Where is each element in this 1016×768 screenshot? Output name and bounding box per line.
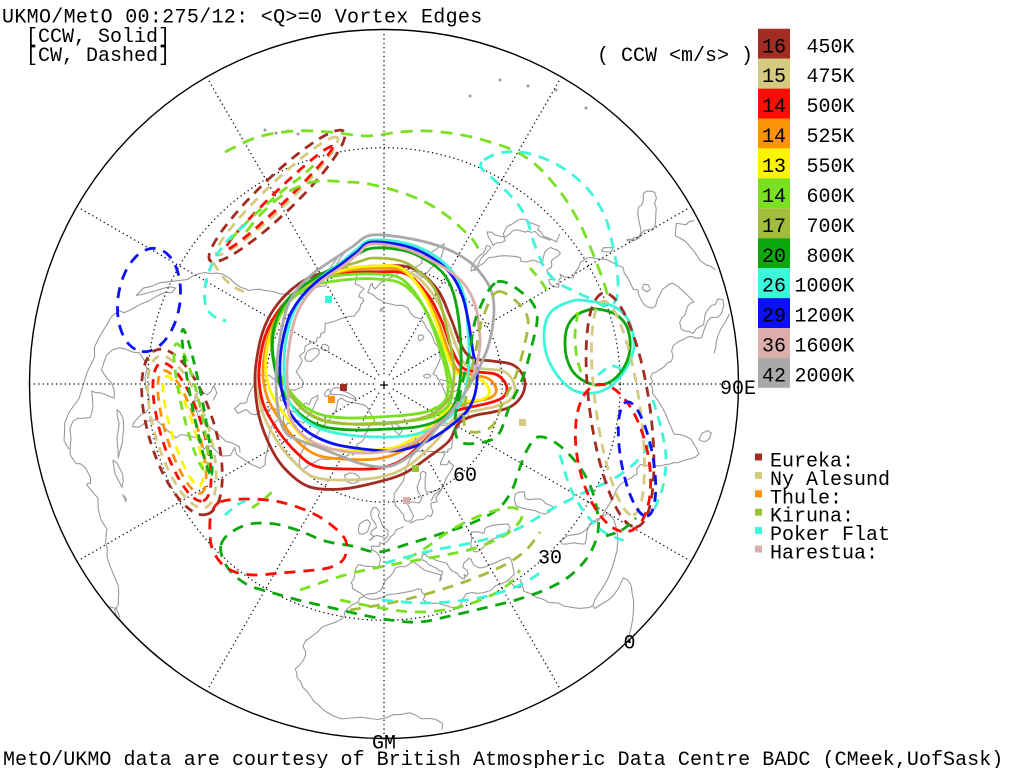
svg-text:800K: 800K: [806, 246, 854, 269]
svg-text:14: 14: [762, 96, 786, 119]
svg-text:450K: 450K: [806, 36, 854, 59]
svg-text:20: 20: [762, 246, 786, 269]
svg-text:60: 60: [453, 465, 477, 488]
svg-text:29: 29: [762, 306, 786, 329]
svg-text:[CW, Dashed]: [CW, Dashed]: [26, 45, 170, 68]
svg-text:Thule:: Thule:: [770, 487, 842, 510]
svg-text:UKMO/MetO 00:275/12: <Q>=0 Vor: UKMO/MetO 00:275/12: <Q>=0 Vortex Edges: [2, 7, 483, 30]
svg-text:1600K: 1600K: [794, 336, 854, 359]
svg-text:1000K: 1000K: [794, 276, 854, 299]
svg-text:600K: 600K: [806, 186, 854, 209]
svg-text:14: 14: [762, 186, 786, 209]
svg-text:Eureka:: Eureka:: [770, 451, 854, 474]
svg-text:16: 16: [762, 36, 786, 59]
svg-text:30: 30: [538, 548, 562, 571]
svg-text:26: 26: [762, 276, 786, 299]
svg-text:( CCW <m/s> ): ( CCW <m/s> ): [597, 45, 753, 68]
svg-text:14: 14: [762, 126, 786, 149]
svg-text:36: 36: [762, 336, 786, 359]
svg-text:Ny Alesund: Ny Alesund: [770, 469, 890, 492]
svg-text:Poker Flat: Poker Flat: [770, 524, 890, 547]
svg-text:525K: 525K: [806, 126, 854, 149]
svg-text:17: 17: [762, 216, 786, 239]
svg-text:15: 15: [762, 66, 786, 89]
svg-text:MetO/UKMO data are courtesy of: MetO/UKMO data are courtesy of British A…: [3, 749, 1003, 768]
svg-text:GM: GM: [372, 733, 396, 756]
svg-text:2000K: 2000K: [794, 366, 854, 389]
svg-text:90E: 90E: [720, 378, 756, 401]
svg-text:475K: 475K: [806, 66, 854, 89]
svg-text:Kiruna:: Kiruna:: [770, 506, 854, 529]
svg-text:0: 0: [624, 633, 636, 656]
svg-text:500K: 500K: [806, 96, 854, 119]
svg-text:1200K: 1200K: [794, 306, 854, 329]
svg-text:550K: 550K: [806, 156, 854, 179]
svg-text:[CCW, Solid]: [CCW, Solid]: [26, 26, 170, 49]
svg-text:42: 42: [762, 366, 786, 389]
svg-text:700K: 700K: [806, 216, 854, 239]
svg-text:13: 13: [762, 156, 786, 179]
svg-text:Harestua:: Harestua:: [770, 543, 878, 566]
